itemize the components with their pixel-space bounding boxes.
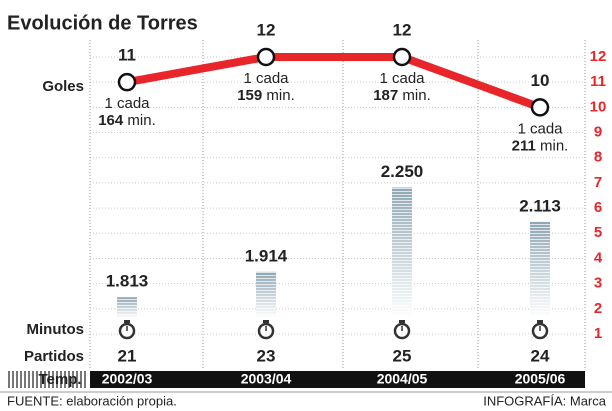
season-strip-pattern bbox=[7, 371, 87, 388]
y-tick-label: 3 bbox=[594, 275, 602, 292]
goals-line bbox=[126, 53, 542, 112]
matches-value: 25 bbox=[393, 346, 412, 365]
annotation-minutes-value: 164 bbox=[98, 112, 124, 129]
season-label: 2003/04 bbox=[241, 371, 292, 387]
y-tick-label: 9 bbox=[594, 124, 602, 141]
bar-stripes bbox=[392, 187, 412, 318]
bar-stripes bbox=[117, 297, 137, 318]
goal-point bbox=[530, 98, 550, 117]
bar-value-label: 1.914 bbox=[245, 246, 288, 265]
goal-value-label: 10 bbox=[531, 71, 550, 90]
season-strip bbox=[90, 371, 585, 388]
y-tick-label: 8 bbox=[594, 149, 602, 166]
y-tick-label: 7 bbox=[594, 174, 602, 191]
bar-stripes bbox=[256, 271, 276, 318]
season-label: Temp. bbox=[38, 371, 81, 388]
annotation-unit: min. bbox=[127, 112, 155, 129]
season-label: 2004/05 bbox=[377, 371, 428, 387]
annotation-unit: min. bbox=[402, 87, 430, 104]
goal-point bbox=[256, 47, 276, 67]
season-label: 2002/03 bbox=[102, 371, 153, 387]
minutes-label: Minutos bbox=[27, 321, 85, 338]
bar-value-label: 1.813 bbox=[106, 272, 149, 291]
annotation-minutes: 187 min. bbox=[373, 87, 431, 104]
annotation-text: 1 cada bbox=[517, 120, 563, 137]
y-tick-label: 5 bbox=[594, 224, 602, 241]
bar-stripes bbox=[530, 221, 550, 318]
matches-value: 23 bbox=[257, 346, 276, 365]
annotation-text: 1 cada bbox=[104, 95, 150, 112]
bar-value-label: 2.113 bbox=[519, 196, 561, 215]
goal-value-label: 12 bbox=[257, 20, 276, 39]
stopwatch-crown bbox=[124, 320, 130, 323]
annotation-minutes-value: 187 bbox=[373, 87, 398, 104]
chart-title: Evolución de Torres bbox=[7, 12, 198, 34]
bar-value-label: 2.250 bbox=[381, 162, 424, 181]
annotation-text: 1 cada bbox=[243, 70, 289, 87]
annotation-unit: min. bbox=[266, 87, 294, 104]
source: FUENTE: elaboración propia. bbox=[7, 393, 177, 408]
y-tick-label: 2 bbox=[594, 300, 602, 317]
goal-value-label: 11 bbox=[118, 46, 136, 65]
season-label: 2005/06 bbox=[515, 371, 566, 387]
annotation-minutes-value: 159 bbox=[237, 87, 262, 104]
goals-label: Goles bbox=[42, 78, 84, 95]
y-tick-label: 10 bbox=[590, 98, 607, 115]
annotation-text: 1 cada bbox=[379, 70, 425, 87]
stopwatch-crown bbox=[399, 320, 405, 323]
annotation-unit: min. bbox=[540, 137, 568, 154]
stopwatch-crown bbox=[537, 320, 543, 323]
annotation-minutes: 211 min. bbox=[512, 137, 569, 154]
stopwatch-crown bbox=[263, 320, 269, 323]
annotation-minutes-value: 211 bbox=[512, 137, 536, 154]
annotation-minutes: 159 min. bbox=[237, 87, 295, 104]
y-tick-label: 1 bbox=[594, 325, 602, 342]
goal-value-label: 12 bbox=[393, 20, 412, 39]
y-tick-label: 11 bbox=[590, 73, 606, 90]
matches-value: 21 bbox=[118, 346, 137, 365]
matches-value: 24 bbox=[531, 346, 550, 365]
y-tick-label: 4 bbox=[594, 249, 603, 266]
goal-point bbox=[117, 72, 137, 92]
y-tick-label: 12 bbox=[590, 48, 607, 65]
annotation-minutes: 164 min. bbox=[98, 112, 156, 129]
matches-label: Partidos bbox=[24, 348, 84, 365]
y-tick-label: 6 bbox=[594, 199, 602, 216]
goal-point bbox=[392, 47, 412, 67]
credit: INFOGRAFÍA: Marca bbox=[483, 393, 607, 408]
